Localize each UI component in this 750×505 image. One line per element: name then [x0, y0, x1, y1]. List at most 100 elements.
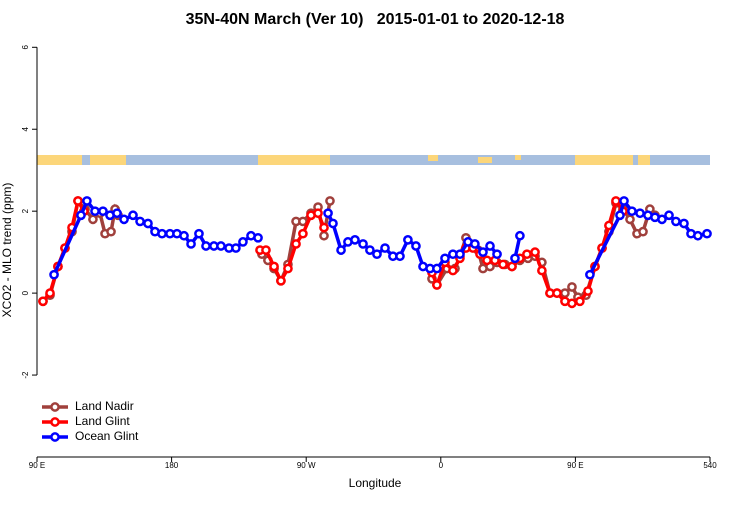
- point: [350, 235, 360, 245]
- point: [291, 239, 301, 249]
- point: [657, 214, 667, 225]
- point: [671, 216, 681, 227]
- point: [448, 265, 458, 276]
- point: [323, 208, 333, 219]
- point: [638, 226, 648, 237]
- point: [112, 208, 122, 219]
- point: [82, 196, 92, 206]
- point: [313, 208, 323, 219]
- point: [186, 239, 196, 249]
- point: [552, 288, 562, 298]
- point: [395, 251, 405, 262]
- point: [261, 245, 271, 255]
- legend-marker: [50, 432, 60, 442]
- point: [325, 196, 335, 206]
- x-tick-label: 90 E: [567, 461, 583, 470]
- point: [276, 275, 286, 286]
- x-tick-label: 180: [165, 461, 179, 470]
- land-ocean-strip: [37, 155, 710, 165]
- point: [440, 253, 450, 264]
- point: [49, 269, 59, 280]
- y-tick-label: 2: [21, 208, 30, 213]
- point: [269, 261, 279, 272]
- point: [664, 210, 674, 221]
- y-tick-label: 0: [21, 290, 30, 295]
- point: [482, 255, 492, 266]
- legend-marker: [50, 417, 60, 427]
- x-tick-label: 90 E: [29, 461, 45, 470]
- y-tick-label: 4: [21, 126, 30, 131]
- point: [702, 228, 712, 239]
- point: [583, 286, 593, 296]
- legend-marker: [50, 402, 60, 412]
- point: [319, 222, 329, 233]
- point: [560, 288, 570, 298]
- point: [485, 241, 495, 251]
- point: [106, 226, 116, 237]
- x-tick-label: 540: [703, 461, 717, 470]
- point: [157, 228, 167, 239]
- y-axis-label: XCO2 - MLO trend (ppm): [0, 183, 14, 318]
- point: [537, 265, 547, 276]
- y-tick-label: -2: [21, 371, 30, 379]
- point: [693, 230, 703, 241]
- point: [567, 282, 577, 292]
- point: [604, 220, 614, 231]
- point: [411, 241, 421, 251]
- point: [635, 208, 645, 219]
- x-axis-label: Longitude: [349, 476, 402, 490]
- legend-label: Land Glint: [75, 414, 130, 428]
- point: [432, 263, 442, 274]
- point: [575, 296, 585, 307]
- point: [231, 243, 241, 253]
- point: [515, 230, 525, 241]
- y-tick-label: 6: [21, 45, 30, 50]
- point: [470, 239, 480, 249]
- series-line: [52, 197, 708, 276]
- point: [615, 210, 625, 221]
- point: [45, 288, 55, 298]
- point: [432, 280, 442, 290]
- point: [510, 253, 520, 264]
- point: [283, 263, 293, 274]
- point: [336, 245, 346, 255]
- x-tick-label: 0: [439, 461, 444, 470]
- point: [216, 241, 226, 251]
- point: [143, 218, 153, 229]
- point: [328, 218, 338, 229]
- point: [585, 269, 595, 280]
- point: [298, 228, 308, 239]
- point: [76, 210, 86, 221]
- legend-label: Land Nadir: [75, 399, 134, 413]
- point: [507, 261, 517, 272]
- point: [498, 259, 508, 270]
- point: [88, 214, 98, 225]
- point: [179, 230, 189, 241]
- x-tick-label: 90 W: [297, 461, 316, 470]
- legend-label: Ocean Glint: [75, 429, 139, 443]
- point: [478, 247, 488, 257]
- point: [372, 249, 382, 260]
- point: [119, 214, 129, 225]
- point: [319, 230, 329, 241]
- point: [98, 206, 108, 217]
- point: [38, 296, 48, 307]
- chart-title: 35N-40N March (Ver 10) 2015-01-01 to 202…: [186, 11, 565, 28]
- point: [625, 214, 635, 225]
- point: [567, 298, 577, 309]
- point: [201, 241, 211, 251]
- point: [128, 210, 138, 221]
- point: [194, 228, 204, 239]
- point: [365, 245, 375, 255]
- point: [679, 218, 689, 229]
- point: [253, 232, 263, 243]
- point: [358, 239, 368, 249]
- point: [530, 247, 540, 257]
- point: [611, 196, 621, 206]
- point: [455, 249, 465, 260]
- point: [619, 196, 629, 206]
- point: [627, 206, 637, 217]
- point: [403, 235, 413, 245]
- point: [522, 249, 532, 260]
